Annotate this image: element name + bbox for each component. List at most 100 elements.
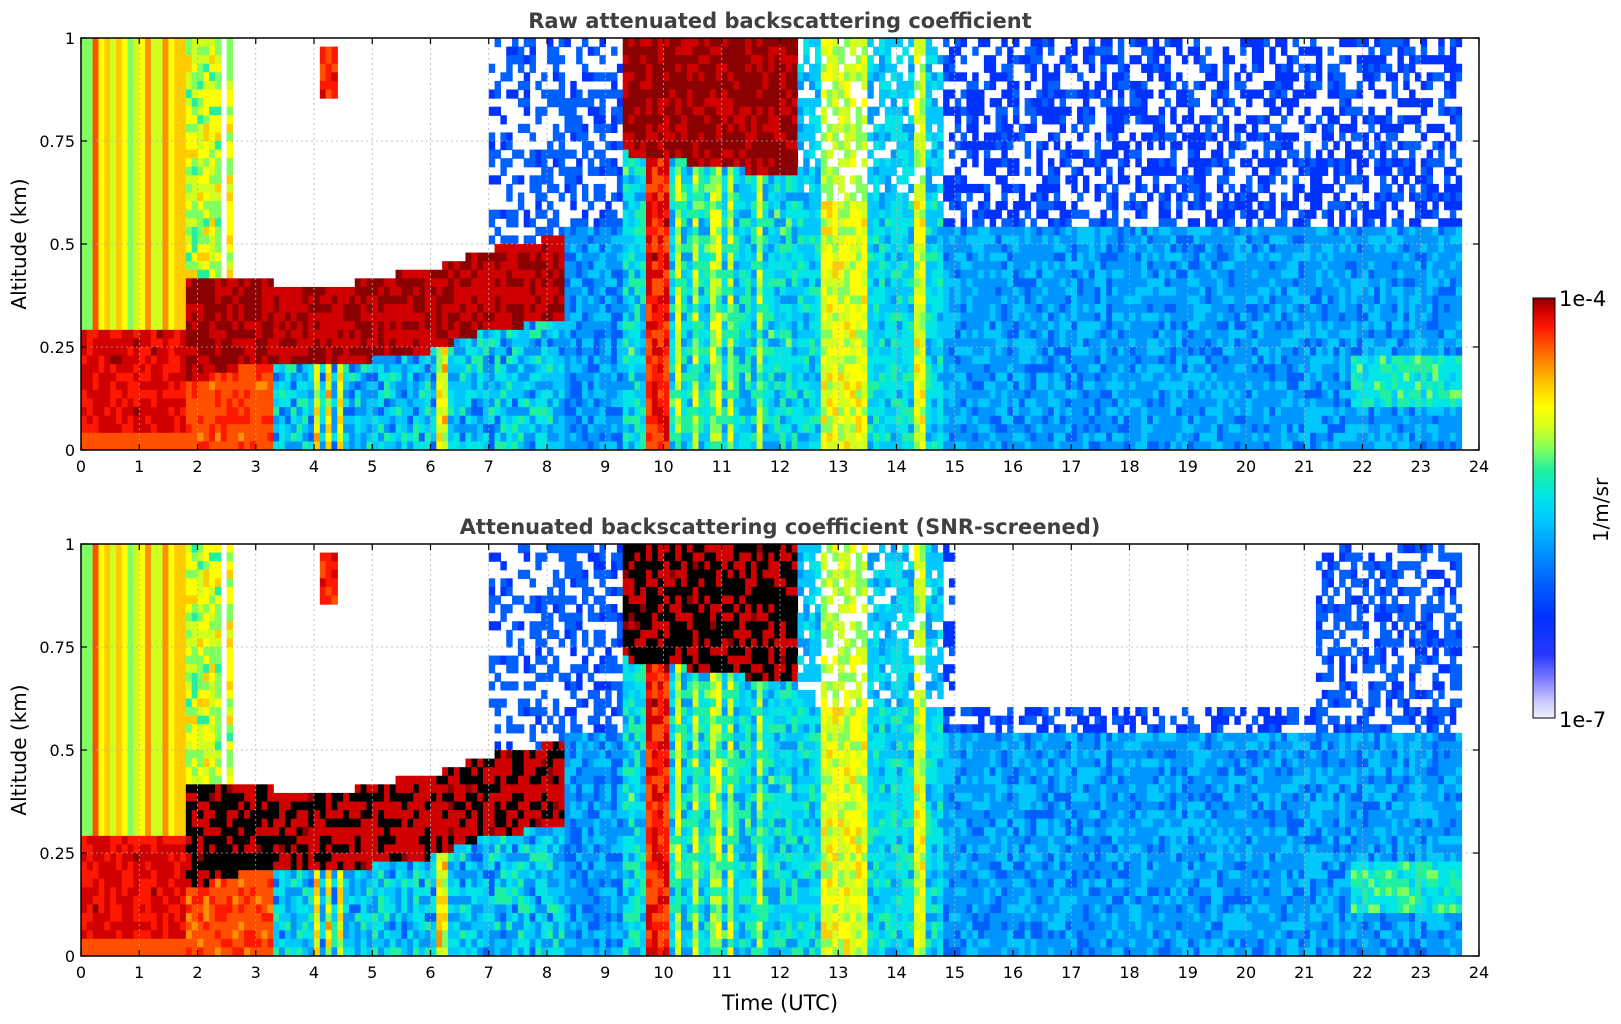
heatmap-cell bbox=[628, 201, 635, 211]
heatmap-cell bbox=[844, 372, 851, 382]
heatmap-cell bbox=[791, 424, 799, 434]
heatmap-cell bbox=[861, 46, 868, 56]
heatmap-cell bbox=[383, 381, 391, 391]
heatmap-cell bbox=[762, 252, 769, 262]
heatmap-cell bbox=[762, 372, 769, 382]
heatmap-cell bbox=[669, 209, 676, 219]
heatmap-cell bbox=[465, 312, 472, 322]
heatmap-cell bbox=[651, 183, 659, 194]
heatmap-cell bbox=[803, 218, 810, 228]
heatmap-cell bbox=[774, 209, 781, 219]
heatmap-cell bbox=[797, 338, 804, 348]
heatmap-cell bbox=[820, 364, 828, 374]
heatmap-cell bbox=[838, 209, 845, 219]
heatmap-cell bbox=[622, 372, 630, 382]
heatmap-cell bbox=[174, 389, 181, 400]
heatmap-cell bbox=[488, 441, 496, 450]
heatmap-cell bbox=[657, 398, 665, 408]
heatmap-cell bbox=[640, 141, 647, 151]
heatmap-cell bbox=[81, 106, 88, 116]
heatmap-cell bbox=[791, 441, 799, 450]
heatmap-cell bbox=[220, 389, 228, 400]
heatmap-cell bbox=[564, 432, 571, 443]
heatmap-cell bbox=[698, 218, 705, 228]
heatmap-cell bbox=[255, 286, 263, 297]
heatmap-cell bbox=[156, 338, 164, 348]
heatmap-cell bbox=[547, 141, 554, 151]
heatmap-cell bbox=[669, 415, 676, 425]
heatmap-cell bbox=[803, 312, 810, 322]
heatmap-cell bbox=[110, 424, 117, 434]
heatmap-cell bbox=[564, 347, 571, 357]
heatmap-cell bbox=[698, 415, 705, 425]
heatmap-cell bbox=[372, 415, 379, 425]
heatmap-cell bbox=[92, 106, 100, 116]
heatmap-cell bbox=[500, 355, 507, 365]
heatmap-cell bbox=[133, 372, 140, 382]
heatmap-cell bbox=[820, 244, 828, 254]
heatmap-cell bbox=[372, 355, 379, 365]
heatmap-cell bbox=[331, 286, 338, 297]
heatmap-cell bbox=[704, 286, 711, 297]
heatmap-cell bbox=[360, 407, 368, 417]
heatmap-cell bbox=[640, 338, 647, 348]
heatmap-cell bbox=[640, 398, 647, 408]
heatmap-cell bbox=[715, 372, 723, 382]
heatmap-cell bbox=[86, 389, 94, 400]
heatmap-cell bbox=[104, 55, 111, 65]
heatmap-cell bbox=[855, 355, 863, 365]
heatmap-cell bbox=[104, 321, 111, 331]
heatmap-cell bbox=[185, 132, 193, 142]
heatmap-cell bbox=[692, 55, 700, 65]
heatmap-cell bbox=[220, 286, 228, 297]
heatmap-cell bbox=[453, 329, 461, 340]
heatmap-cell bbox=[279, 329, 286, 340]
heatmap-cell bbox=[81, 372, 88, 382]
heatmap-cell bbox=[517, 98, 525, 108]
heatmap-cell bbox=[686, 415, 694, 425]
heatmap-cell bbox=[296, 389, 303, 400]
heatmap-cell bbox=[209, 106, 216, 116]
heatmap-cell bbox=[430, 295, 437, 305]
heatmap-cell bbox=[593, 295, 601, 305]
heatmap-cell bbox=[581, 149, 589, 159]
heatmap-cell bbox=[634, 252, 641, 262]
heatmap-cell bbox=[867, 132, 874, 142]
heatmap-cell bbox=[849, 158, 857, 168]
heatmap-cell bbox=[203, 269, 210, 279]
heatmap-cell bbox=[640, 415, 647, 425]
heatmap-cell bbox=[110, 46, 117, 56]
heatmap-cell bbox=[314, 398, 321, 408]
heatmap-cell bbox=[191, 269, 199, 279]
heatmap-cell bbox=[873, 389, 880, 400]
heatmap-cell bbox=[145, 158, 152, 168]
heatmap-cell bbox=[739, 441, 746, 450]
heatmap-cell bbox=[279, 338, 286, 348]
heatmap-cell bbox=[593, 106, 601, 116]
heatmap-cell bbox=[92, 432, 100, 443]
heatmap-cell bbox=[873, 132, 880, 142]
heatmap-cell bbox=[750, 364, 758, 374]
heatmap-cell bbox=[646, 55, 653, 65]
heatmap-cell bbox=[768, 381, 775, 391]
heatmap-cell bbox=[686, 338, 694, 348]
heatmap-cell bbox=[611, 415, 618, 425]
heatmap-cell bbox=[855, 278, 863, 288]
heatmap-cell bbox=[512, 381, 519, 391]
heatmap-cell bbox=[669, 115, 676, 125]
heatmap-cell bbox=[867, 286, 874, 297]
heatmap-cell bbox=[98, 321, 105, 331]
heatmap-cell bbox=[692, 389, 700, 400]
heatmap-cell bbox=[628, 115, 635, 125]
heatmap-cell bbox=[121, 304, 129, 314]
heatmap-cell bbox=[745, 364, 752, 374]
heatmap-cell bbox=[814, 338, 822, 348]
heatmap-cell bbox=[395, 355, 402, 365]
heatmap-cell bbox=[331, 89, 338, 99]
heatmap-cell bbox=[785, 321, 793, 331]
heatmap-cell bbox=[494, 304, 501, 314]
heatmap-cell bbox=[762, 295, 769, 305]
heatmap-cell bbox=[500, 115, 507, 125]
heatmap-cell bbox=[86, 106, 94, 116]
heatmap-cell bbox=[506, 312, 513, 322]
